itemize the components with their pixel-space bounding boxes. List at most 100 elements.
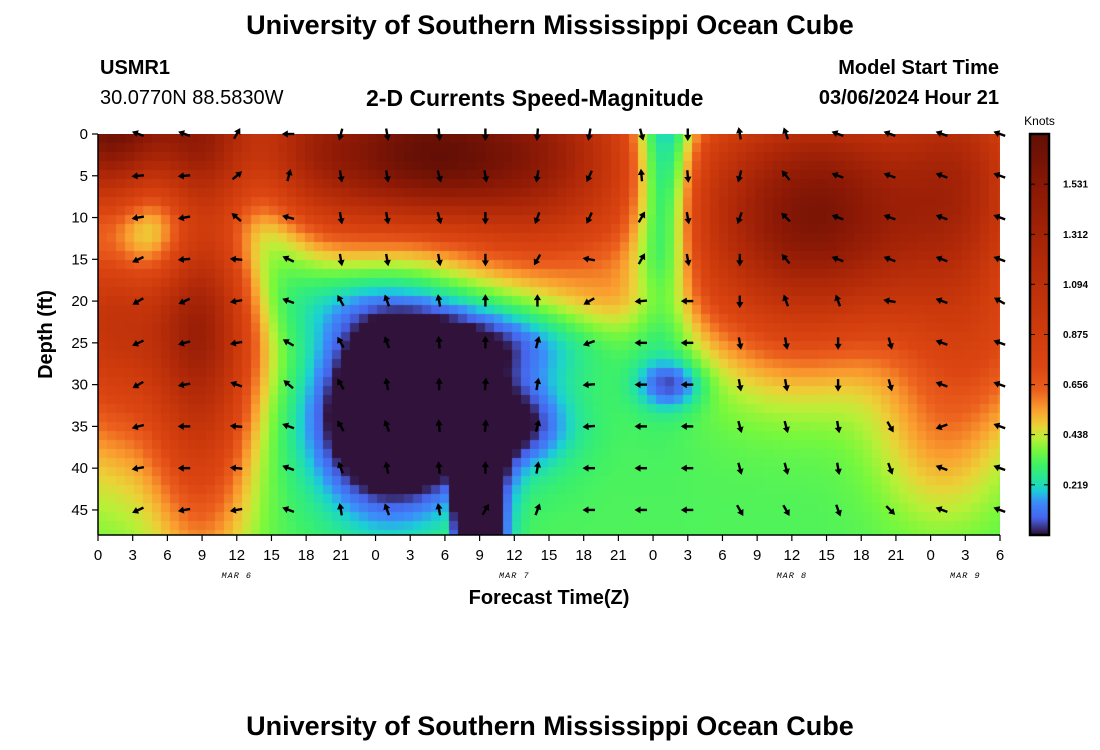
colorbar-tick-label: 0.875 xyxy=(1063,330,1088,341)
current-vector-arrow xyxy=(886,421,894,433)
current-vector-arrow xyxy=(229,255,243,263)
current-vector-arrow xyxy=(680,422,694,430)
current-vector-arrow xyxy=(177,422,191,430)
current-vector-arrow xyxy=(533,211,541,225)
current-vector-arrow xyxy=(935,380,948,388)
current-vector-arrow xyxy=(481,461,489,474)
current-vector-arrow xyxy=(782,127,790,140)
x-tick-label: 0 xyxy=(649,547,657,564)
current-vector-arrow xyxy=(533,128,541,141)
current-vector-arrow xyxy=(736,379,744,392)
current-vector-arrow xyxy=(337,253,345,267)
current-vector-arrow xyxy=(178,297,191,305)
current-vector-arrow xyxy=(684,211,692,225)
current-vector-arrow xyxy=(582,506,595,514)
footer-title: University of Southern Mississippi Ocean… xyxy=(246,711,854,741)
current-vector-arrow xyxy=(383,294,391,307)
current-vector-arrow xyxy=(782,294,790,307)
current-vector-arrow xyxy=(177,214,191,222)
x-tick-label: 18 xyxy=(853,547,870,564)
current-vector-arrow xyxy=(585,170,593,183)
current-vector-arrow xyxy=(533,170,541,183)
current-vector-arrow xyxy=(481,377,490,391)
current-vector-arrow xyxy=(178,130,191,138)
current-vector-arrow xyxy=(131,172,145,180)
colorbar-tick-label: 0.219 xyxy=(1063,480,1088,491)
x-tick-label: 3 xyxy=(684,547,692,564)
current-vector-arrow xyxy=(736,462,744,475)
current-vector-arrow xyxy=(481,503,490,516)
colorbar-tick-label: 1.312 xyxy=(1063,230,1088,241)
x-tick-label: 15 xyxy=(541,547,558,564)
current-vector-arrow xyxy=(435,335,443,349)
current-vector-arrow xyxy=(282,464,295,472)
current-vector-arrow xyxy=(132,297,144,305)
current-vector-arrow xyxy=(582,381,596,389)
current-vector-arrow xyxy=(781,253,791,265)
current-vector-arrow xyxy=(634,297,648,305)
current-vector-arrow xyxy=(782,379,790,392)
x-tick-label: 21 xyxy=(610,547,627,564)
current-vector-arrow xyxy=(229,464,243,472)
current-vector-arrow xyxy=(337,461,344,474)
current-vector-arrow xyxy=(638,128,646,141)
current-vector-arrow xyxy=(282,255,295,263)
current-vector-arrow xyxy=(993,506,1006,513)
model-start-label: Model Start Time xyxy=(838,57,999,79)
current-vector-arrow xyxy=(736,337,744,350)
current-vector-arrow xyxy=(435,211,443,225)
current-vector-arrow xyxy=(482,170,490,183)
x-tick-label: 15 xyxy=(818,547,835,564)
speed-magnitude-field xyxy=(98,134,1000,535)
current-vector-arrow xyxy=(383,336,391,349)
current-vector-arrow xyxy=(533,294,542,307)
x-tick-label: 15 xyxy=(263,547,280,564)
x-tick-label: 21 xyxy=(333,547,350,564)
current-vector-arrow xyxy=(337,128,345,141)
current-vector-arrow xyxy=(481,419,490,432)
current-vector-arrow xyxy=(435,503,443,516)
current-vector-arrow xyxy=(585,212,593,224)
current-vector-arrow xyxy=(132,255,144,263)
current-vector-arrow xyxy=(831,213,844,221)
current-vector-arrow xyxy=(132,506,144,514)
current-vector-arrow xyxy=(886,379,894,392)
x-axis-title: Forecast Time(Z) xyxy=(469,587,630,609)
current-vector-arrow xyxy=(637,253,646,265)
current-vector-arrow xyxy=(834,379,842,392)
current-vector-arrow xyxy=(177,506,191,514)
current-vector-arrow xyxy=(481,212,489,225)
y-tick-label: 25 xyxy=(71,335,88,352)
current-vector-arrow xyxy=(634,506,648,514)
current-vector-arrow xyxy=(782,420,790,434)
x-tick-label: 18 xyxy=(298,547,315,564)
colorbar-tick-label: 0.656 xyxy=(1063,380,1088,391)
current-vector-arrow xyxy=(782,337,790,350)
current-vector-arrow xyxy=(383,128,391,141)
current-vector-arrow xyxy=(177,381,191,389)
current-vector-arrow xyxy=(383,170,391,183)
current-vector-arrow xyxy=(834,420,842,434)
current-vector-arrow xyxy=(435,419,443,432)
current-vector-arrow xyxy=(883,255,896,263)
current-vector-arrow xyxy=(132,380,144,389)
date-label: MAR 8 xyxy=(777,571,808,581)
colorbar-tick-label: 1.531 xyxy=(1063,180,1088,191)
x-tick-label: 6 xyxy=(163,547,171,564)
current-vector-arrow xyxy=(231,171,243,181)
current-vector-arrow xyxy=(782,504,790,516)
current-vector-arrow xyxy=(634,464,648,472)
current-vector-arrow xyxy=(131,464,145,472)
current-vector-arrow xyxy=(834,462,842,476)
current-vector-arrow xyxy=(435,377,443,391)
current-vector-arrow xyxy=(337,420,345,432)
current-vector-arrow xyxy=(282,213,295,221)
current-vector-arrow xyxy=(883,213,896,221)
current-vector-arrow xyxy=(481,253,489,267)
current-vector-arrow xyxy=(993,255,1006,263)
current-vector-arrow xyxy=(634,381,648,389)
current-vector-arrow xyxy=(534,336,542,349)
current-vector-arrow xyxy=(993,464,1006,472)
current-vector-arrow xyxy=(736,170,744,183)
